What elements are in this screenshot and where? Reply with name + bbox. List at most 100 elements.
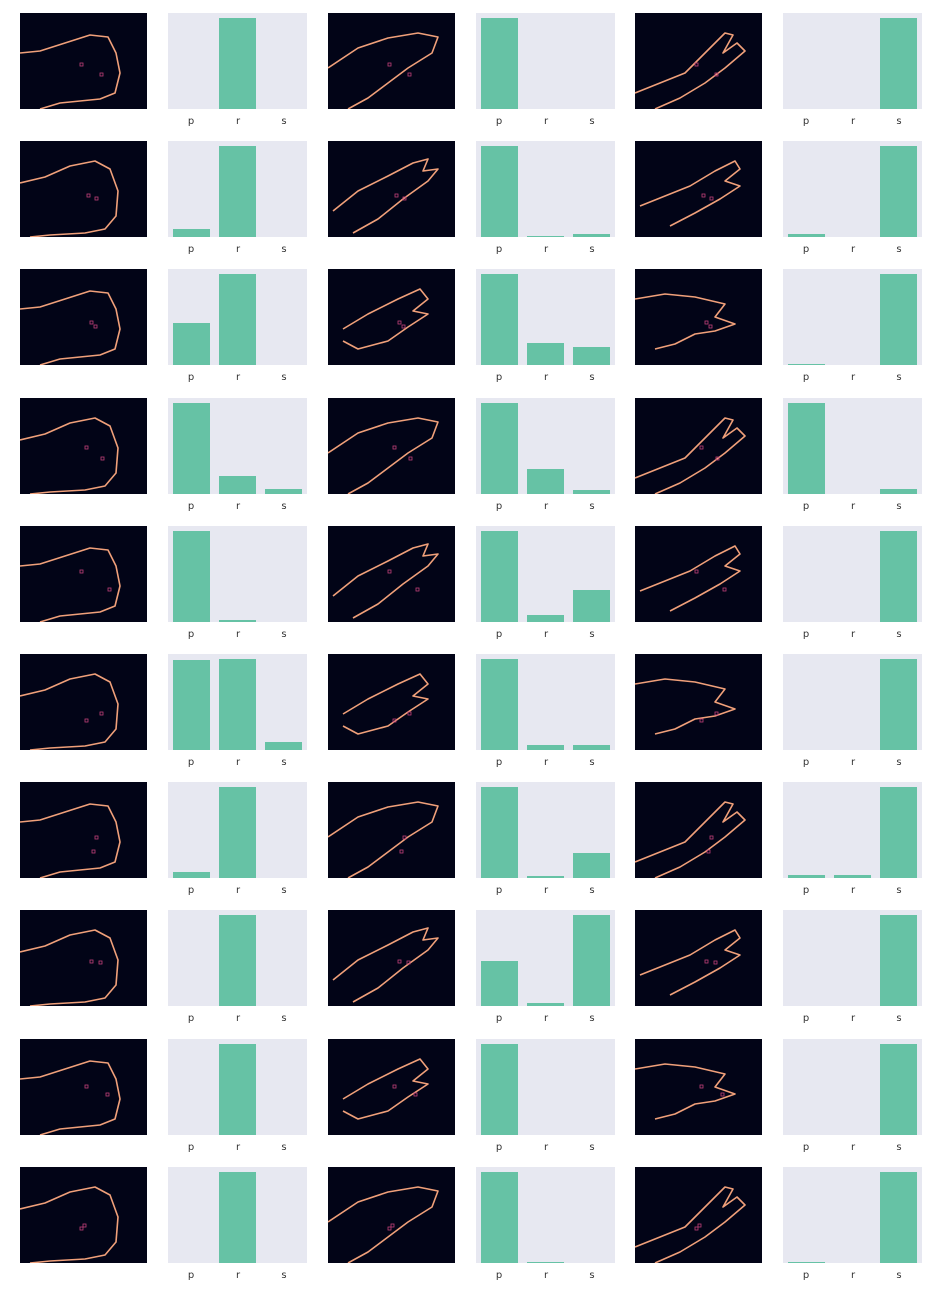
bar-p	[173, 660, 210, 750]
edge-speck	[694, 62, 699, 67]
x-tick-label: s	[281, 244, 287, 255]
edge-image-panel	[20, 1167, 147, 1263]
x-tick-label: p	[187, 629, 195, 640]
edge-speck	[392, 445, 397, 450]
edge-speck	[704, 320, 709, 325]
edge-image-panel	[328, 141, 455, 237]
x-tick-label: p	[495, 1013, 503, 1024]
x-tick-label: s	[896, 629, 902, 640]
edge-speck	[107, 587, 112, 592]
edge-speck	[387, 569, 392, 574]
edge-speck	[82, 1223, 87, 1228]
hand-edge-outline	[328, 417, 439, 494]
edge-contour	[342, 673, 429, 735]
bar-p	[481, 1044, 518, 1135]
x-tick-label: s	[896, 1270, 902, 1281]
edge-speck	[99, 711, 104, 716]
bar-r	[219, 659, 256, 750]
edge-contour	[635, 1186, 746, 1263]
bar-p	[481, 659, 518, 750]
bar-r	[219, 1172, 256, 1263]
hand-edge-outline	[20, 803, 121, 878]
edge-contour	[332, 543, 439, 619]
edge-image-panel	[635, 526, 762, 622]
prediction-bar-chart	[476, 1039, 615, 1135]
edge-image-panel	[635, 398, 762, 494]
x-tick-label: p	[495, 885, 503, 896]
x-tick-label: s	[896, 372, 902, 383]
edge-speck	[390, 1223, 395, 1228]
prediction-bar-chart	[168, 910, 307, 1006]
x-tick-label: r	[235, 1013, 241, 1024]
edge-speck	[79, 1226, 84, 1231]
x-tick-label: r	[235, 501, 241, 512]
x-tick-label: s	[896, 116, 902, 127]
hand-edge-outline	[328, 32, 439, 109]
edge-speck	[79, 569, 84, 574]
bar-p	[481, 1172, 518, 1263]
prediction-bar-chart	[476, 1167, 615, 1263]
bar-r	[527, 469, 564, 494]
x-tick-label: s	[589, 116, 595, 127]
bar-r	[834, 875, 871, 878]
prediction-bar-chart	[168, 398, 307, 494]
edge-speck	[402, 835, 407, 840]
edge-speck	[701, 193, 706, 198]
x-tick-label: p	[187, 244, 195, 255]
edge-contour	[20, 803, 121, 878]
hand-edge-outline	[20, 417, 119, 494]
prediction-bar-chart	[783, 1167, 922, 1263]
edge-contour	[20, 547, 121, 622]
edge-contour	[328, 1186, 439, 1263]
hand-edge-outline	[635, 801, 746, 878]
edge-speck	[699, 1084, 704, 1089]
x-tick-label: r	[543, 372, 549, 383]
edge-contour	[635, 32, 746, 109]
bar-p	[481, 146, 518, 237]
hand-edge-outline	[328, 1186, 439, 1263]
x-tick-label: s	[281, 1270, 287, 1281]
bar-r	[219, 476, 256, 494]
bar-s	[880, 915, 917, 1006]
bar-s	[880, 489, 917, 494]
edge-image-panel	[328, 526, 455, 622]
edge-speck	[394, 193, 399, 198]
x-tick-label: p	[187, 885, 195, 896]
x-tick-label: p	[187, 1142, 195, 1153]
edge-speck	[722, 587, 727, 592]
edge-contour	[328, 417, 439, 494]
edge-image-panel	[20, 398, 147, 494]
edge-contour	[20, 1186, 119, 1263]
bar-p	[788, 403, 825, 494]
x-tick-label: r	[543, 757, 549, 768]
hand-edge-outline	[635, 678, 736, 735]
edge-image-panel	[328, 269, 455, 365]
x-tick-label: s	[281, 501, 287, 512]
edge-speck	[91, 849, 96, 854]
hand-edge-outline	[639, 929, 741, 996]
bar-p	[788, 1262, 825, 1263]
hand-edge-outline	[342, 288, 429, 350]
hand-edge-outline	[20, 929, 119, 1006]
x-tick-label: p	[187, 1270, 195, 1281]
edge-image-panel	[635, 141, 762, 237]
x-tick-label: p	[802, 244, 810, 255]
prediction-bar-chart	[783, 398, 922, 494]
edge-speck	[714, 72, 719, 77]
prediction-bar-chart	[168, 654, 307, 750]
x-tick-label: r	[235, 1142, 241, 1153]
hand-edge-outline	[20, 290, 121, 365]
x-tick-label: r	[850, 1270, 856, 1281]
edge-contour	[332, 158, 439, 234]
hand-edge-outline	[342, 1058, 429, 1120]
x-tick-label: r	[235, 629, 241, 640]
hand-edge-outline	[20, 547, 121, 622]
x-tick-label: p	[187, 1013, 195, 1024]
edge-contour	[635, 417, 746, 494]
x-tick-label: r	[850, 244, 856, 255]
edge-contour	[342, 1058, 429, 1120]
hand-edge-outline	[20, 34, 121, 109]
prediction-bar-chart	[168, 782, 307, 878]
edge-speck	[708, 324, 713, 329]
prediction-bar-chart	[783, 269, 922, 365]
